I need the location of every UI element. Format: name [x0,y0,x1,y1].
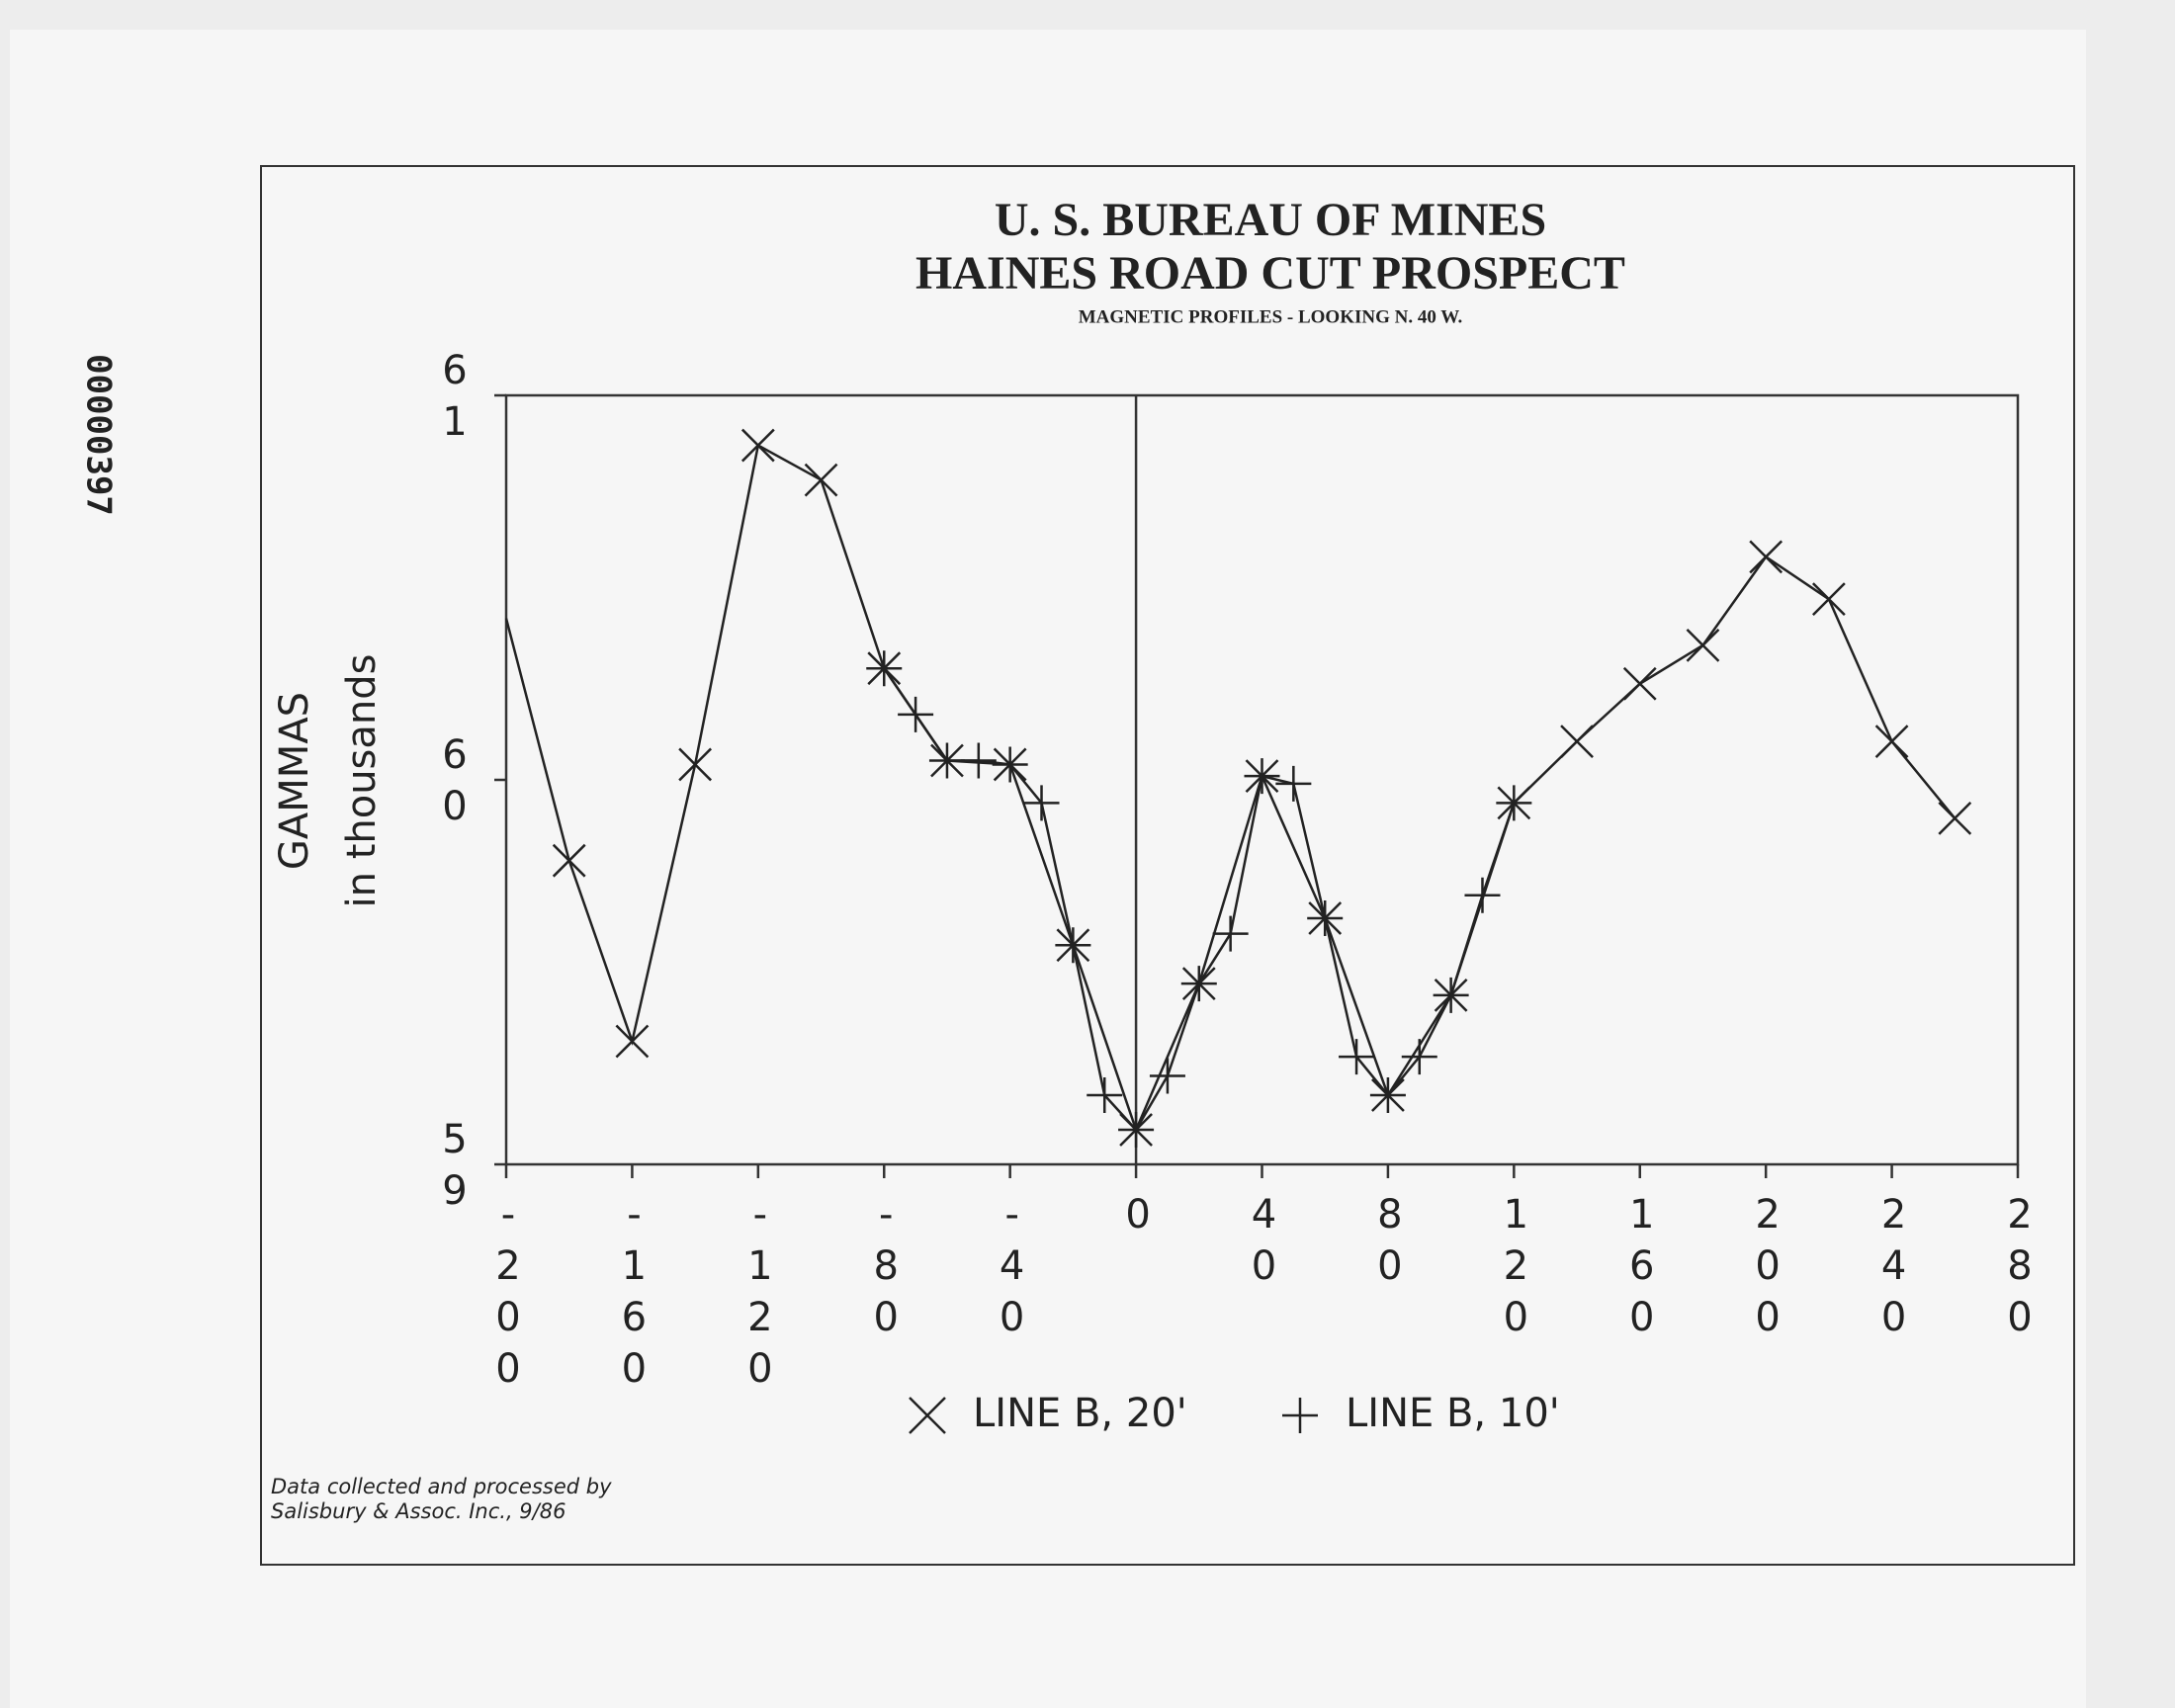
marker [1180,966,1217,1002]
marker [898,696,934,732]
chart-title: HAINES ROAD CUT PROSPECT [915,247,1625,299]
x-tick-label: -200 [485,1192,531,1398]
x-tick-label: 0 [1115,1192,1161,1243]
x-tick-label: 280 [1997,1192,2043,1346]
marker [678,747,713,782]
y-tick-label: 61 [432,348,478,451]
x-tick-label: -120 [738,1192,783,1398]
x-tick-label: 120 [1493,1192,1538,1346]
y-axis-label: GAMMAS [272,692,317,870]
legend-marker [909,1397,946,1434]
x-tick-label: -40 [990,1192,1035,1346]
marker [1244,758,1280,795]
marker [804,463,838,497]
marker [1149,1058,1185,1094]
marker [928,742,965,779]
legend-marker [1282,1398,1318,1433]
marker [1560,725,1594,758]
note: Salisbury & Assoc. Inc., 9/86 [271,1499,566,1523]
marker [1874,725,1909,758]
chart-title: U. S. BUREAU OF MINES [995,194,1546,246]
marker [1212,915,1249,952]
marker [1401,1039,1437,1075]
marker [1749,540,1784,574]
y-tick-label: 60 [432,732,478,835]
marker [1023,785,1060,821]
marker [1275,765,1312,802]
marker [740,428,775,463]
y-axis-label: in thousands [339,654,385,908]
marker [615,1024,650,1059]
legend-label: LINE B, 10' [1346,1391,1560,1436]
marker [1811,582,1846,617]
marker [552,843,586,878]
marker [1339,1039,1375,1075]
note: Data collected and processed by [271,1475,612,1498]
x-tick-label: 200 [1745,1192,1790,1346]
stamp: 00000397 [79,354,119,516]
x-tick-label: 160 [1619,1192,1665,1346]
frame [260,165,2075,1566]
marker [1496,785,1532,821]
x-tick-label: 80 [1367,1192,1413,1295]
marker [1622,666,1657,701]
paper [10,30,2086,1708]
x-tick-label: -160 [611,1192,656,1398]
marker [992,746,1028,783]
marker [1433,977,1469,1013]
chart-subtitle: MAGNETIC PROFILES - LOOKING N. 40 W. [1079,306,1463,327]
marker [1686,628,1720,662]
marker [1938,802,1972,835]
marker [1087,1076,1123,1113]
marker [1369,1076,1406,1113]
y-tick-label: 59 [432,1117,478,1220]
marker [1307,900,1344,937]
series-line [504,443,1957,1134]
legend-label: LINE B, 20' [973,1391,1187,1436]
marker [1464,877,1501,913]
x-tick-label: 40 [1242,1192,1287,1295]
marker [1055,927,1091,964]
marker [1118,1111,1155,1148]
x-tick-label: -80 [863,1192,909,1346]
marker [866,650,903,687]
marker [960,742,997,779]
x-tick-label: 240 [1871,1192,1917,1346]
